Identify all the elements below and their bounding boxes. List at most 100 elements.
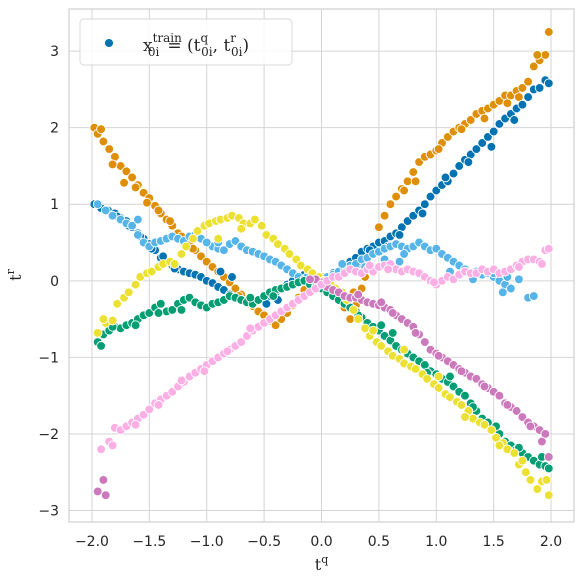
y-tick-label: 3 (50, 44, 59, 60)
data-point (477, 138, 488, 148)
data-point (448, 168, 459, 179)
data-point (433, 350, 444, 361)
data-point (445, 371, 455, 382)
data-point (525, 421, 536, 432)
data-point (176, 375, 187, 386)
data-point (142, 197, 152, 208)
data-point (394, 230, 405, 240)
data-point (268, 291, 279, 301)
data-point (345, 314, 356, 324)
data-point (460, 412, 470, 422)
data-point (511, 406, 522, 416)
data-point (525, 475, 536, 485)
data-point (433, 371, 444, 382)
data-point (130, 279, 141, 290)
data-point (460, 390, 470, 401)
data-point (532, 50, 543, 60)
data-point (92, 486, 103, 497)
data-point (133, 214, 143, 225)
data-point (250, 214, 260, 225)
legend-marker (104, 38, 114, 48)
data-point (488, 126, 499, 137)
data-point (471, 144, 482, 154)
data-point (176, 305, 187, 315)
data-point (153, 308, 164, 318)
data-point (517, 83, 528, 93)
data-point (379, 210, 390, 221)
data-point (222, 346, 233, 357)
data-point (537, 436, 547, 447)
data-point (107, 440, 118, 451)
data-point (100, 205, 111, 216)
data-point (130, 320, 141, 331)
data-point (215, 266, 226, 277)
y-axis-label: tr (4, 268, 25, 280)
y-tick-label: −2 (38, 427, 59, 443)
data-point (188, 233, 198, 244)
data-point (383, 264, 393, 275)
data-point (130, 182, 141, 193)
data-point (537, 259, 547, 269)
data-point (543, 78, 554, 89)
data-point (98, 475, 109, 485)
y-tick-label: −1 (38, 350, 59, 366)
x-tick-labels: −2.0 −1.5 −1.0 −0.5 0.0 0.5 1.0 1.5 2.0 (75, 534, 562, 550)
data-point (219, 245, 229, 256)
data-point (387, 328, 398, 338)
x-tick-label: 1.5 (483, 534, 505, 550)
data-point (410, 364, 421, 374)
data-point (399, 344, 409, 355)
data-point (305, 274, 315, 285)
data-point (107, 159, 118, 170)
x-tick-label: 2.0 (540, 534, 562, 550)
data-point (479, 113, 490, 124)
data-point (514, 262, 524, 272)
data-point (523, 76, 533, 87)
data-point (456, 124, 467, 135)
x-tick-label: −2.0 (75, 534, 109, 550)
data-point (176, 249, 187, 259)
data-point (391, 191, 401, 202)
data-point (502, 400, 513, 410)
legend: xtrain 0i = (tq 0i, tr 0i) (79, 18, 293, 66)
data-point (127, 172, 137, 183)
data-point (532, 484, 543, 494)
data-point (528, 291, 539, 301)
data-point (517, 99, 528, 110)
data-point (543, 490, 554, 501)
data-point (514, 274, 524, 285)
data-point (410, 328, 421, 338)
data-point (130, 419, 141, 430)
data-point (96, 124, 106, 135)
data-point (479, 419, 490, 430)
data-point (454, 161, 465, 171)
y-tick-label: −3 (38, 504, 59, 520)
data-point (96, 341, 106, 351)
data-point (92, 199, 103, 210)
x-tick-label: 1.0 (425, 534, 447, 550)
data-point (199, 366, 210, 377)
data-point (376, 341, 387, 351)
data-point (153, 400, 164, 410)
data-point (543, 27, 554, 37)
y-tick-label: 1 (50, 197, 59, 213)
x-tick-label: −0.5 (247, 534, 281, 550)
x-tick-label: 0.0 (310, 534, 332, 550)
data-point (92, 328, 103, 338)
data-point (181, 241, 191, 252)
y-tick-label: 0 (50, 274, 59, 290)
data-point (245, 292, 256, 303)
data-point (201, 237, 212, 248)
data-point (410, 176, 421, 187)
data-point (506, 283, 516, 294)
data-point (98, 136, 109, 147)
data-point (497, 287, 508, 298)
data-point (399, 185, 409, 196)
data-point (376, 297, 387, 308)
plot-frame (68, 8, 575, 523)
data-point (98, 314, 109, 324)
data-point (387, 308, 398, 318)
legend-box (79, 18, 293, 66)
data-point (517, 455, 528, 466)
